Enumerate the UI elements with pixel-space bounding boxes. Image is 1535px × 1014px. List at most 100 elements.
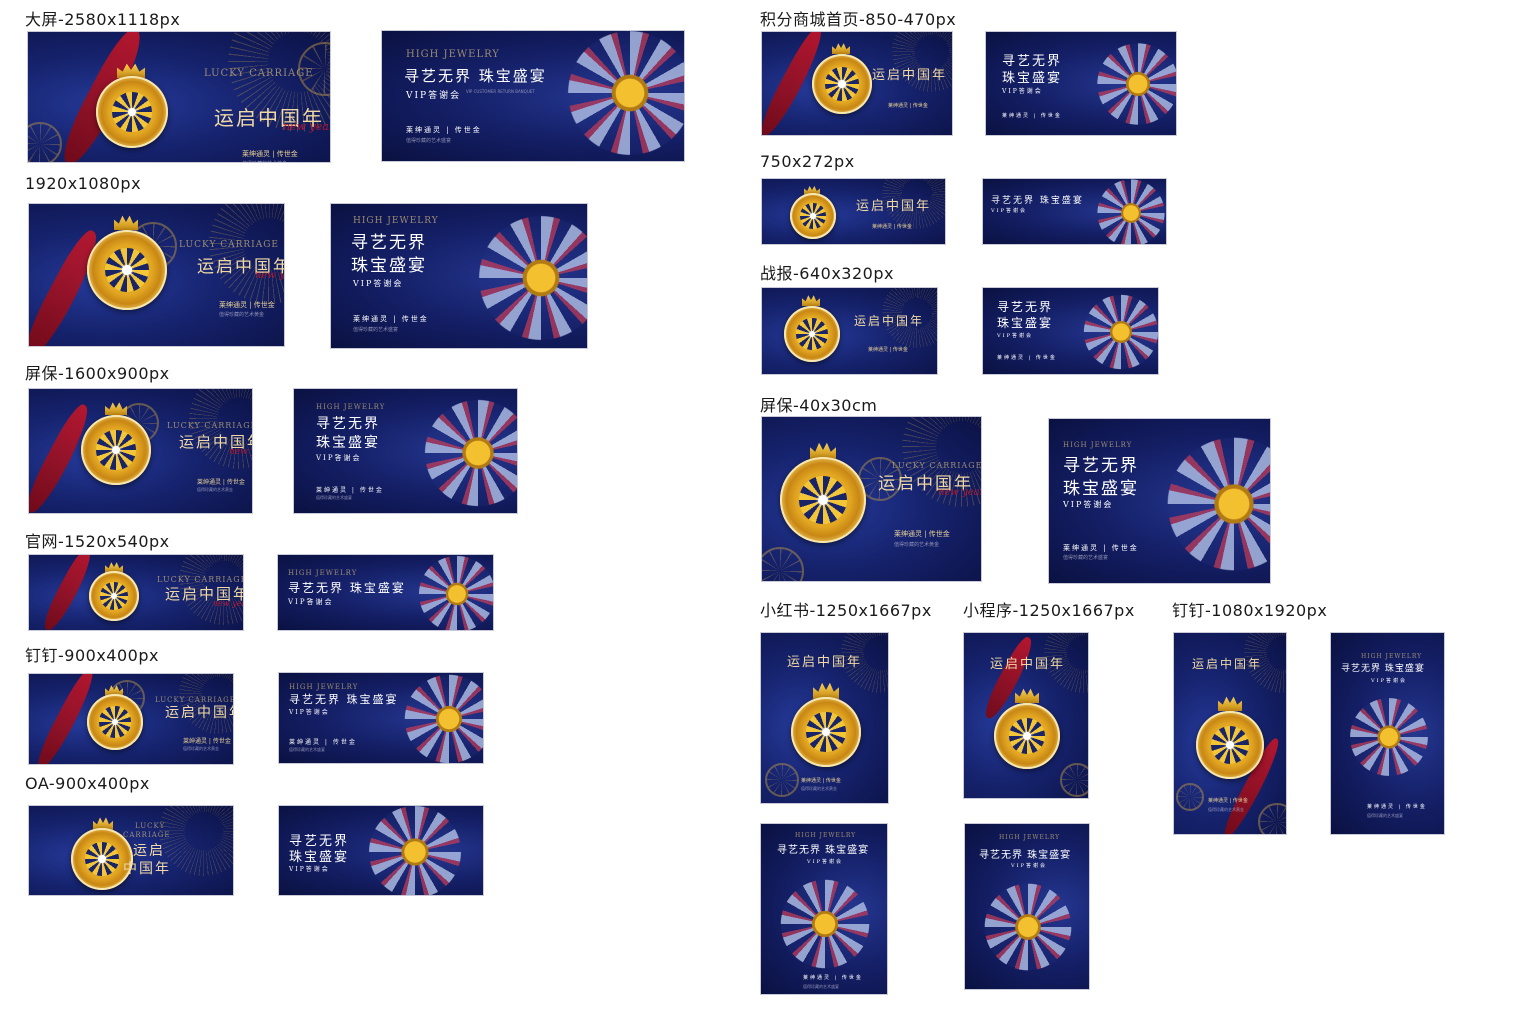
vip-label: VIP答谢会 xyxy=(288,598,334,606)
poster-title: 运启中国年 xyxy=(856,199,932,214)
gear-icon xyxy=(1258,803,1286,834)
vip-label: VIP答谢会 xyxy=(1002,88,1043,95)
poster-lucky-carriage-xiaohongshu[interactable]: 运启中国年 莱绅通灵 | 传世金 值得珍藏的艺术黄金 xyxy=(760,632,889,804)
poster-title: 运启中国年 xyxy=(787,655,863,670)
gear-icon xyxy=(28,122,62,162)
brand-name: 莱绅通灵 | 传世金 xyxy=(801,778,841,784)
banner-high-jewelry-website[interactable]: HIGH JEWELRY 寻艺无界 珠宝盛宴 VIP答谢会 xyxy=(277,554,494,631)
poster-high-jewelry-dingtalk-vertical[interactable]: HIGH JEWELRY 寻艺无界 珠宝盛宴 VIP答谢会 莱绅通灵 | 传世金… xyxy=(1330,632,1445,835)
banner-lucky-carriage-1920[interactable]: LUCKY CARRIAGE 运启中国年 new year 莱绅通灵 | 传世金… xyxy=(28,203,285,347)
title-line-1: 寻艺无界 xyxy=(289,834,350,849)
label-1920: 1920x1080px xyxy=(25,174,142,193)
title-line-1: 寻艺无界 xyxy=(351,233,427,253)
brand-name: 莱绅通灵 | 传世金 xyxy=(1063,544,1139,552)
brand-name: 莱绅通灵 | 传世金 xyxy=(316,487,384,494)
title-line-2: 珠宝盛宴 xyxy=(316,435,380,451)
brand-name: 莱绅通灵 | 传世金 xyxy=(289,739,357,746)
mandala-jewelry-pattern xyxy=(560,31,684,161)
banner-high-jewelry-dingtalk[interactable]: HIGH JEWELRY 寻艺无界 珠宝盛宴 VIP答谢会 莱绅通灵 | 传世金… xyxy=(278,672,484,764)
banner-lucky-carriage-big-screen[interactable]: LUCKY CARRIAGE 运启中国年 new year 莱绅通灵 | 传世金… xyxy=(27,31,331,163)
poster-lucky-carriage-dingtalk-vertical[interactable]: 运启中国年 莱绅通灵 | 传世金 值得珍藏的艺术黄金 xyxy=(1173,632,1287,835)
banner-high-jewelry-big-screen[interactable]: HIGH JEWELRY 寻艺无界 珠宝盛宴 VIP答谢会 VIP CUSTOM… xyxy=(381,30,685,162)
en-title: HIGH JEWELRY xyxy=(288,569,358,577)
en-title: LUCKY CARRIAGE xyxy=(167,421,253,430)
brand-name: 莱绅通灵 | 传世金 xyxy=(242,150,298,158)
gold-medal-pendant xyxy=(87,694,143,750)
title-line-1: 寻艺无界 xyxy=(316,416,380,432)
script-new-year: new year xyxy=(213,599,243,608)
banner-lucky-carriage-750[interactable]: 运启中国年 莱绅通灵 | 传世金 xyxy=(761,178,946,245)
crown-icon xyxy=(1218,696,1242,711)
poster-title: 运启中国年 xyxy=(1192,657,1263,671)
label-mini-program: 小程序-1250x1667px xyxy=(963,601,1135,620)
poster-title: 寻艺无界 珠宝盛宴 xyxy=(777,845,870,856)
en-title: HIGH JEWELRY xyxy=(406,49,500,60)
banner-lucky-carriage-battle-report[interactable]: 运启中国年 莱绅通灵 | 传世金 xyxy=(761,287,938,375)
banner-high-jewelry-750[interactable]: 寻艺无界 珠宝盛宴 VIP答谢会 xyxy=(982,178,1167,245)
title-line-1: 寻艺无界 xyxy=(1063,456,1139,476)
slogan: 值得珍藏的艺术黄金 xyxy=(219,312,265,318)
label-points-mall: 积分商城首页-850-470px xyxy=(760,10,957,29)
slogan: 值得珍藏的艺术黄金 xyxy=(1208,807,1244,812)
script-new-year: new year xyxy=(938,487,982,498)
banner-high-jewelry-oa[interactable]: 寻艺无界 珠宝盛宴 VIP答谢会 xyxy=(278,805,484,896)
vip-label: VIP答谢会 xyxy=(1011,863,1047,869)
en-title: LUCKY CARRIAGE xyxy=(179,240,279,250)
banner-high-jewelry-battle-report[interactable]: 寻艺无界 珠宝盛宴 VIP答谢会 莱绅通灵 | 传世金 xyxy=(982,287,1159,375)
poster-title: 寻艺无界 珠宝盛宴 xyxy=(979,850,1072,861)
vip-label: VIP答谢会 xyxy=(1063,500,1114,509)
script-new-year: new year xyxy=(283,120,331,133)
mandala-jewelry-pattern xyxy=(1092,38,1176,130)
brand-name: 莱绅通灵 | 传世金 xyxy=(888,103,928,109)
poster-title: 运启中国年 xyxy=(990,657,1066,672)
vip-label: VIP答谢会 xyxy=(289,709,330,716)
brand-name: 莱绅通灵 | 传世金 xyxy=(406,126,482,134)
banner-lucky-carriage-website[interactable]: LUCKY CARRIAGE 运启中国年 new year xyxy=(28,554,244,631)
en-title: HIGH JEWELRY xyxy=(999,834,1061,841)
gold-medal-pendant xyxy=(71,828,133,890)
banner-high-jewelry-points-mall[interactable]: 寻艺无界 珠宝盛宴 VIP答谢会 莱绅通灵 | 传世金 xyxy=(985,31,1177,136)
script-new-year: new year xyxy=(255,270,285,281)
banner-lucky-carriage-oa[interactable]: LUCKY CARRIAGE 运启 中国年 xyxy=(28,805,234,896)
banner-lucky-carriage-1600[interactable]: LUCKY CARRIAGE 运启中国年 new year 莱绅通灵 | 传世金… xyxy=(28,388,253,514)
en-title: LUCKY CARRIAGE xyxy=(204,68,314,79)
label-dingtalk-900: 钉钉-900x400px xyxy=(25,646,159,665)
banner-high-jewelry-screensaver-cm[interactable]: HIGH JEWELRY 寻艺无界 珠宝盛宴 VIP答谢会 莱绅通灵 | 传世金… xyxy=(1048,418,1271,584)
script-new-year: new year xyxy=(229,447,252,457)
mandala-jewelry-pattern xyxy=(1079,290,1158,374)
poster-high-jewelry-xiaohongshu[interactable]: HIGH JEWELRY 寻艺无界 珠宝盛宴 VIP答谢会 莱绅通灵 | 传世金… xyxy=(760,823,888,995)
en-title: LUCKY CARRIAGE xyxy=(892,461,982,470)
banner-lucky-carriage-dingtalk[interactable]: LUCKY CARRIAGE 运启中国年 莱绅通灵 | 传世金 值得珍藏的艺术黄… xyxy=(28,673,234,765)
poster-title: 运启中国年 xyxy=(165,585,244,603)
label-website: 官网-1520x540px xyxy=(25,532,170,551)
brand-name: 莱绅通灵 | 传世金 xyxy=(868,347,908,353)
slogan: 值得珍藏的艺术黄金 xyxy=(242,160,287,162)
gear-icon xyxy=(765,763,799,797)
poster-title: 寻艺无界 珠宝盛宴 xyxy=(288,581,406,595)
poster-title: 运启中国年 xyxy=(179,433,252,451)
banner-high-jewelry-1600[interactable]: HIGH JEWELRY 寻艺无界 珠宝盛宴 VIP答谢会 莱绅通灵 | 传世金… xyxy=(293,388,518,514)
mandala-jewelry-pattern xyxy=(1345,693,1433,781)
poster-title: 运启中国年 xyxy=(197,257,285,277)
slogan: 值得珍藏的艺术黄金 xyxy=(197,487,233,492)
vip-label: VIP答谢会 xyxy=(807,859,843,865)
poster-title: 寻艺无界 珠宝盛宴 xyxy=(404,67,547,85)
slogan: 值得珍藏的艺术黄金 xyxy=(894,542,940,548)
banner-lucky-carriage-screensaver-cm[interactable]: LUCKY CARRIAGE 运启中国年 new year 莱绅通灵 | 传世金… xyxy=(761,416,982,582)
mandala-jewelry-pattern xyxy=(414,555,493,630)
crown-icon xyxy=(105,685,123,696)
label-battle-report: 战报-640x320px xyxy=(760,264,894,283)
banner-high-jewelry-1920[interactable]: HIGH JEWELRY 寻艺无界 珠宝盛宴 VIP答谢会 莱绅通灵 | 传世金… xyxy=(330,203,588,349)
poster-lucky-carriage-mini-program[interactable]: 运启中国年 xyxy=(963,632,1089,799)
gold-medal-pendant xyxy=(790,193,836,239)
banner-lucky-carriage-points-mall[interactable]: 运启中国年 莱绅通灵 | 传世金 xyxy=(761,31,953,136)
slogan: 值得珍藏的艺术盛宴 xyxy=(1063,555,1109,561)
en-line-2: CARRIAGE xyxy=(123,831,171,839)
title-line-2: 珠宝盛宴 xyxy=(1063,479,1139,499)
en-title: HIGH JEWELRY xyxy=(1063,441,1133,449)
brand-name: 莱绅通灵 | 传世金 xyxy=(1208,798,1248,804)
crown-icon xyxy=(105,562,123,573)
poster-title: 运启中国年 xyxy=(165,705,233,721)
poster-high-jewelry-mini-program[interactable]: HIGH JEWELRY 寻艺无界 珠宝盛宴 VIP答谢会 xyxy=(964,823,1090,990)
crown-icon xyxy=(114,215,138,230)
